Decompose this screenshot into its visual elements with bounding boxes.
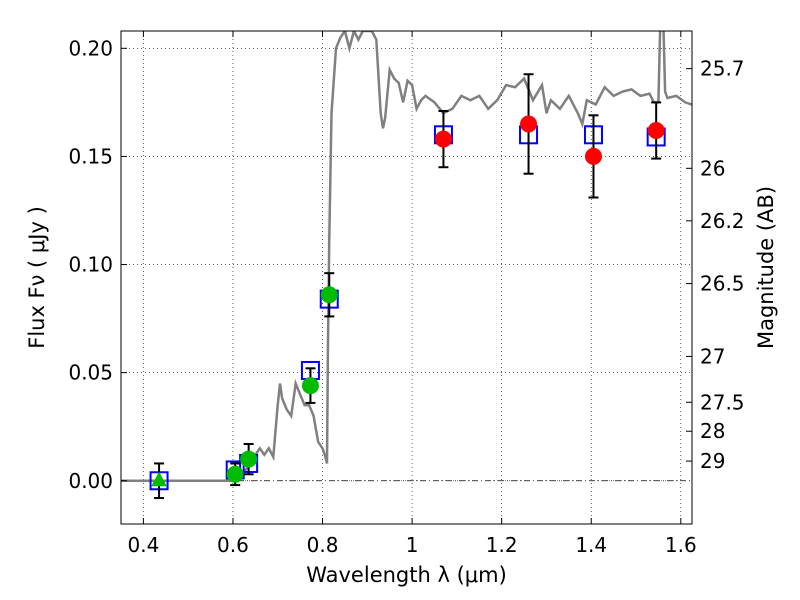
mag-tick-label: 26	[700, 156, 725, 180]
mag-tick-label: 26.5	[700, 272, 745, 296]
mag-tick-label: 26.2	[700, 209, 745, 233]
x-tick-label: 0.8	[307, 533, 339, 557]
x-tick-label: 0.6	[217, 533, 249, 557]
observed-flux-marker	[647, 121, 665, 139]
x-tick-label: 1.2	[486, 533, 518, 557]
mag-tick-label: 27	[700, 344, 725, 368]
observed-flux-marker	[226, 465, 244, 483]
y-tick-label: 0.00	[68, 469, 113, 493]
tick-marks: 0.4 0.6 0.8 1 1.2 1.4 1.6 0.00 0.05 0.10 0.15 0.20 2…	[68, 31, 745, 557]
observed-flux-marker	[301, 377, 319, 395]
mag-tick-label: 29	[700, 449, 725, 473]
y-tick-label: 0.15	[68, 144, 113, 168]
grid-lines	[121, 31, 692, 524]
x-tick-label: 1	[406, 533, 419, 557]
x-tick-label: 0.4	[127, 533, 159, 557]
observed-flux-marker	[584, 147, 602, 165]
observed-flux-marker	[434, 130, 452, 148]
x-axis-label: Wavelength λ (μm)	[306, 563, 507, 587]
plot-area	[121, 31, 692, 500]
mag-tick-label: 28	[700, 419, 725, 443]
x-tick-label: 1.4	[575, 533, 607, 557]
upper-limit-marker	[151, 471, 167, 487]
observed-flux-marker	[320, 286, 338, 304]
plot-frame	[120, 30, 693, 525]
mag-tick-label: 25.7	[700, 57, 745, 81]
y-tick-label: 0.20	[68, 36, 113, 60]
model-spectrum-line	[121, 31, 692, 483]
observed-flux-marker	[520, 115, 538, 133]
magnitude-axis-label: Magnitude (AB)	[754, 186, 778, 349]
y-axis-label: Flux Fν ( μJy )	[25, 206, 49, 349]
mag-tick-label: 27.5	[700, 390, 745, 414]
x-tick-label: 1.6	[665, 533, 697, 557]
y-tick-label: 0.05	[68, 361, 113, 385]
y-tick-label: 0.10	[68, 253, 113, 277]
observed-flux-marker	[240, 450, 258, 468]
